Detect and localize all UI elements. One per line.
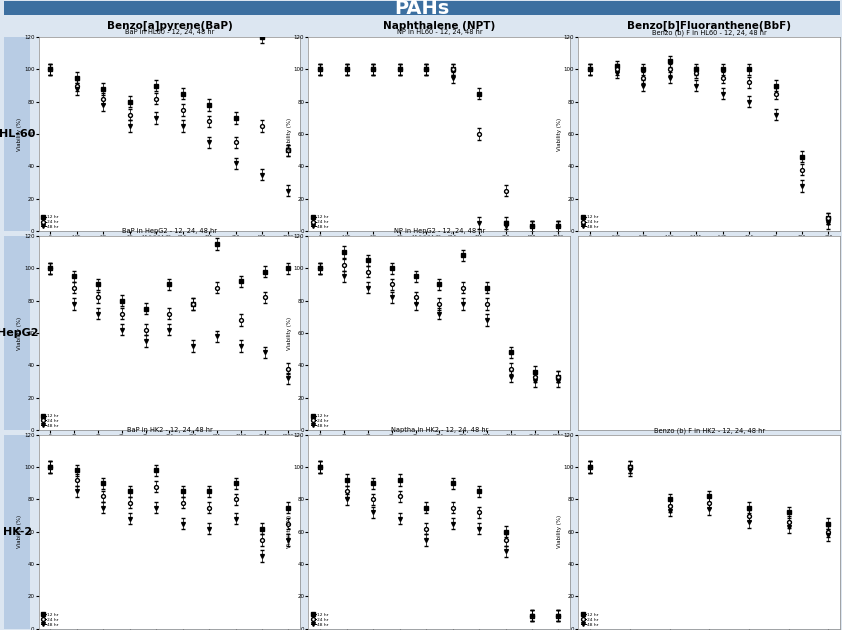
Y-axis label: Viability (%): Viability (%) [287,118,292,151]
Legend: 12 hr, 24 hr, 48 hr: 12 hr, 24 hr, 48 hr [310,413,329,428]
Text: Benzo[a]pyrene(BaP): Benzo[a]pyrene(BaP) [107,21,232,31]
X-axis label: Concentration (ug/L): Concentration (ug/L) [411,440,468,445]
X-axis label: Concentration (ug/L): Concentration (ug/L) [141,440,198,445]
Legend: 12 hr, 24 hr, 48 hr: 12 hr, 24 hr, 48 hr [580,214,600,230]
Text: Naphthalene (NPT): Naphthalene (NPT) [383,21,496,31]
Title: BaP in HK2 - 12, 24, 48 hr: BaP in HK2 - 12, 24, 48 hr [126,427,212,433]
Y-axis label: Viability (%): Viability (%) [557,118,562,151]
Text: HepG2: HepG2 [0,328,38,338]
Legend: 12 hr, 24 hr, 48 hr: 12 hr, 24 hr, 48 hr [310,214,329,230]
Y-axis label: Viability (%): Viability (%) [18,515,23,548]
Legend: 12 hr, 24 hr, 48 hr: 12 hr, 24 hr, 48 hr [310,612,329,627]
Title: BaP in HepG2 - 12, 24, 48 hr: BaP in HepG2 - 12, 24, 48 hr [122,228,217,234]
Title: NP in HL60 - 12, 24, 48 hr: NP in HL60 - 12, 24, 48 hr [397,30,482,35]
Legend: 12 hr, 24 hr, 48 hr: 12 hr, 24 hr, 48 hr [40,413,60,428]
Y-axis label: Viability (%): Viability (%) [18,316,23,350]
Legend: 12 hr, 24 hr, 48 hr: 12 hr, 24 hr, 48 hr [580,612,600,627]
Title: Benzo (b) F in HL60 - 12, 24, 48 hr: Benzo (b) F in HL60 - 12, 24, 48 hr [652,30,767,36]
Title: Benzo (b) F in HK2 - 12, 24, 48 hr: Benzo (b) F in HK2 - 12, 24, 48 hr [654,427,765,433]
Y-axis label: Viability (%): Viability (%) [18,118,23,151]
Text: HK-2: HK-2 [3,527,32,537]
Text: PAHs: PAHs [395,0,450,18]
Title: BaP in HL60 - 12, 24, 48 hr: BaP in HL60 - 12, 24, 48 hr [125,30,214,35]
Y-axis label: Viability (%): Viability (%) [287,316,292,350]
Y-axis label: Viability (%): Viability (%) [287,515,292,548]
X-axis label: Concentration (PPM): Concentration (PPM) [412,241,467,246]
Title: NP in HepG2 - 12, 24, 48 hr: NP in HepG2 - 12, 24, 48 hr [394,228,485,234]
Text: Benzo[b]Fluoranthene(BbF): Benzo[b]Fluoranthene(BbF) [627,21,791,31]
Title: Naptha in HK2 - 12, 24, 48 hr: Naptha in HK2 - 12, 24, 48 hr [391,427,488,433]
Text: HL-60: HL-60 [0,129,35,139]
Legend: 12 hr, 24 hr, 48 hr: 12 hr, 24 hr, 48 hr [40,612,60,627]
X-axis label: Concentration (PPM): Concentration (PPM) [141,241,197,246]
X-axis label: Concentration (PPM): Concentration (PPM) [681,241,738,246]
Y-axis label: Viability (%): Viability (%) [557,515,562,548]
Legend: 12 hr, 24 hr, 48 hr: 12 hr, 24 hr, 48 hr [40,214,60,230]
